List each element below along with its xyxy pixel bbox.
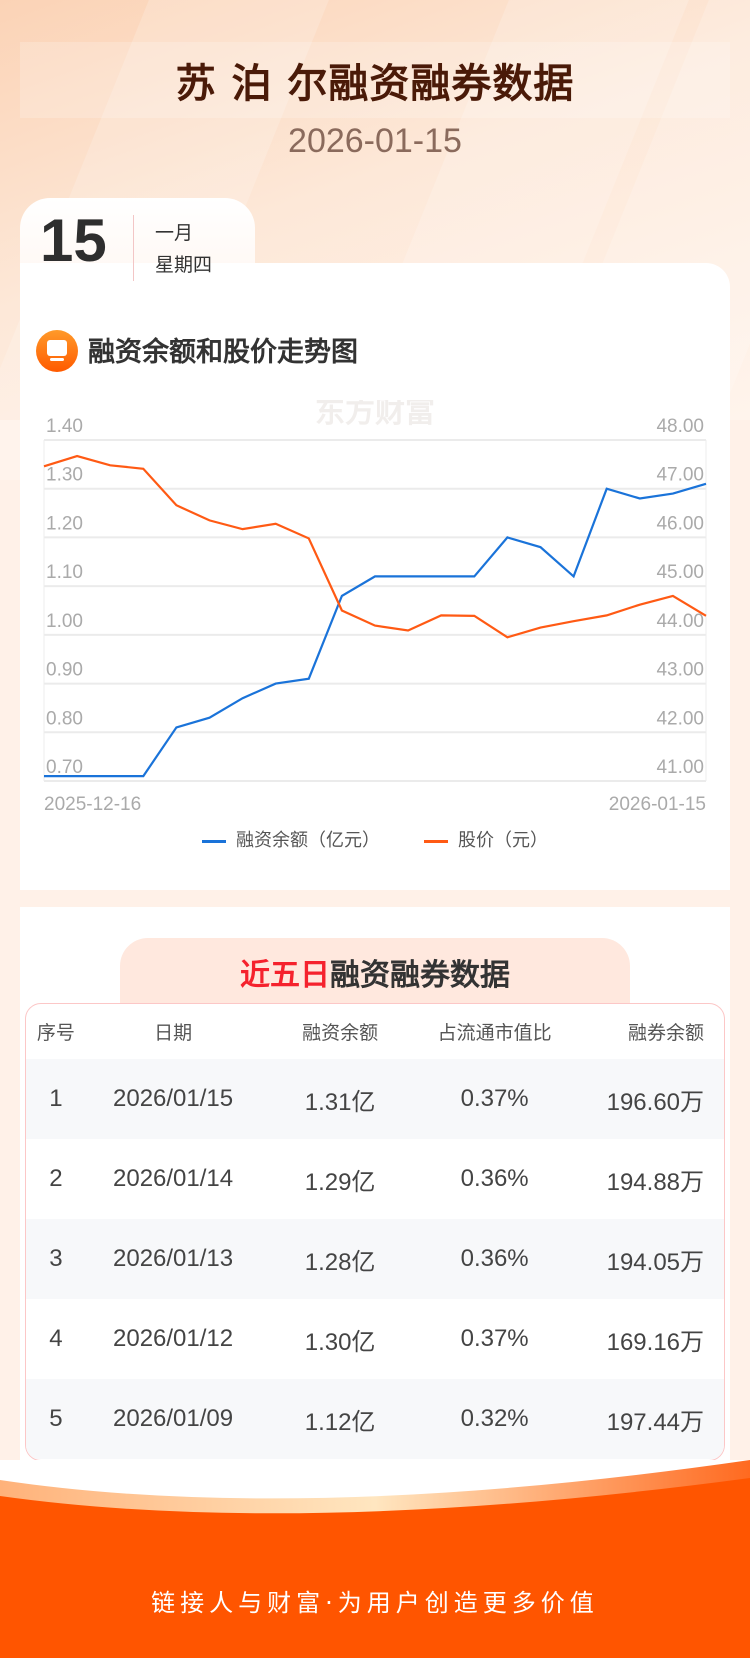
y-right-tick: 42.00 [656, 708, 704, 729]
table-cell: 1 [49, 1085, 63, 1112]
legend-item-margin[interactable]: 融资余额（亿元） [202, 826, 380, 852]
table-row: 5 2026/01/09 1.12亿 0.32% 197.44万 [26, 1379, 724, 1459]
y-right-tick: 48.00 [656, 416, 704, 437]
y-right-tick: 47.00 [656, 465, 704, 486]
footer-wave [0, 1460, 750, 1658]
col-header: 序号 [36, 1022, 75, 1044]
col-header: 融券余额 [628, 1022, 705, 1044]
chart-monitor-icon [36, 330, 78, 372]
table-row: 1 2026/01/15 1.31亿 0.37% 196.60万 [26, 1059, 724, 1139]
y-right-tick: 46.00 [656, 513, 704, 534]
table-cell: 2026/01/09 [113, 1405, 234, 1432]
table-cell: 1.29亿 [304, 1168, 376, 1196]
table-row: 3 2026/01/13 1.28亿 0.36% 194.05万 [26, 1219, 724, 1299]
table-cell: 0.37% [460, 1325, 529, 1352]
table-title-rest: 融资融券数据 [330, 958, 510, 993]
table-cell: 1.28亿 [304, 1248, 376, 1276]
table-cell: 1.30亿 [304, 1328, 376, 1356]
col-header: 占流通市值比 [437, 1022, 552, 1044]
date-weekday: 星期四 [155, 254, 213, 276]
series-line-1 [43, 454, 707, 639]
table-title: 近五日融资融券数据 [120, 938, 630, 1008]
table-cell: 2026/01/13 [113, 1245, 234, 1272]
y-right-tick: 45.00 [656, 562, 704, 583]
date-month: 一月 [155, 222, 194, 244]
trend-chart: 东方财富 1.40 48.00 1.30 47.00 1.20 46.00 1.10 45.00… [43, 400, 707, 815]
table-cell: 2 [49, 1165, 63, 1192]
y-left-tick: 0.90 [46, 660, 83, 681]
table-cell: 4 [49, 1325, 63, 1352]
legend-item-price[interactable]: 股价（元） [424, 826, 548, 852]
table-cell: 1.31亿 [304, 1088, 376, 1116]
x-tick-start: 2025-12-16 [44, 794, 141, 815]
legend-label: 股价（元） [458, 830, 548, 851]
table-cell: 194.05万 [606, 1248, 705, 1276]
table-cell: 1.12亿 [304, 1408, 376, 1436]
col-header: 日期 [154, 1022, 193, 1044]
table-title-highlight: 近五日 [240, 958, 330, 993]
y-left-tick: 1.20 [46, 513, 83, 534]
table-cell: 169.16万 [606, 1328, 705, 1356]
page-title: 苏 泊 尔融资融券数据 [175, 61, 575, 107]
col-header: 融资余额 [302, 1022, 379, 1044]
legend-swatch-blue [202, 839, 226, 843]
table-cell: 2026/01/12 [113, 1325, 234, 1352]
margin-table: 序号 日期 融资余额 占流通市值比 融券余额 1 2026/01/15 1.31亿 0… [25, 1003, 725, 1461]
table-cell: 0.37% [460, 1085, 529, 1112]
table-cell: 0.32% [460, 1405, 529, 1432]
table-row: 4 2026/01/12 1.30亿 0.37% 169.16万 [26, 1299, 724, 1379]
table-cell: 194.88万 [606, 1168, 705, 1196]
date-day: 15 [40, 207, 107, 274]
table-cell: 0.36% [460, 1245, 529, 1272]
y-right-tick: 41.00 [656, 757, 704, 778]
table-row: 2 2026/01/14 1.29亿 0.36% 194.88万 [26, 1139, 724, 1219]
table-cell: 196.60万 [606, 1088, 705, 1116]
table-cell: 0.36% [460, 1165, 529, 1192]
title-bar: 苏 泊 尔融资融券数据 [20, 42, 730, 118]
table-cell: 2026/01/15 [113, 1085, 234, 1112]
y-left-tick: 1.40 [46, 416, 83, 437]
legend-swatch-orange [424, 839, 448, 843]
y-left-tick: 1.00 [46, 611, 83, 632]
y-left-tick: 1.30 [46, 465, 83, 486]
chart-legend: 融资余额（亿元） 股价（元） [0, 826, 750, 852]
x-tick-end: 2026-01-15 [609, 794, 706, 815]
chart-title: 融资余额和股价走势图 [88, 337, 358, 368]
table-cell: 2026/01/14 [113, 1165, 234, 1192]
table-cell: 3 [49, 1245, 63, 1272]
footer-slogan: 链接人与财富·为用户创造更多价值 [151, 1589, 599, 1617]
divider [133, 215, 134, 281]
watermark: 东方财富 [315, 400, 435, 430]
table-cell: 5 [49, 1405, 63, 1432]
y-left-tick: 0.70 [46, 757, 83, 778]
report-date: 2026-01-15 [288, 122, 462, 160]
table-cell: 197.44万 [606, 1408, 705, 1436]
y-right-tick: 44.00 [656, 611, 704, 632]
table-header: 序号 日期 融资余额 占流通市值比 融券余额 [26, 1004, 724, 1059]
y-left-tick: 0.80 [46, 708, 83, 729]
y-left-tick: 1.10 [46, 562, 83, 583]
legend-label: 融资余额（亿元） [236, 830, 380, 851]
y-right-tick: 43.00 [656, 660, 704, 681]
